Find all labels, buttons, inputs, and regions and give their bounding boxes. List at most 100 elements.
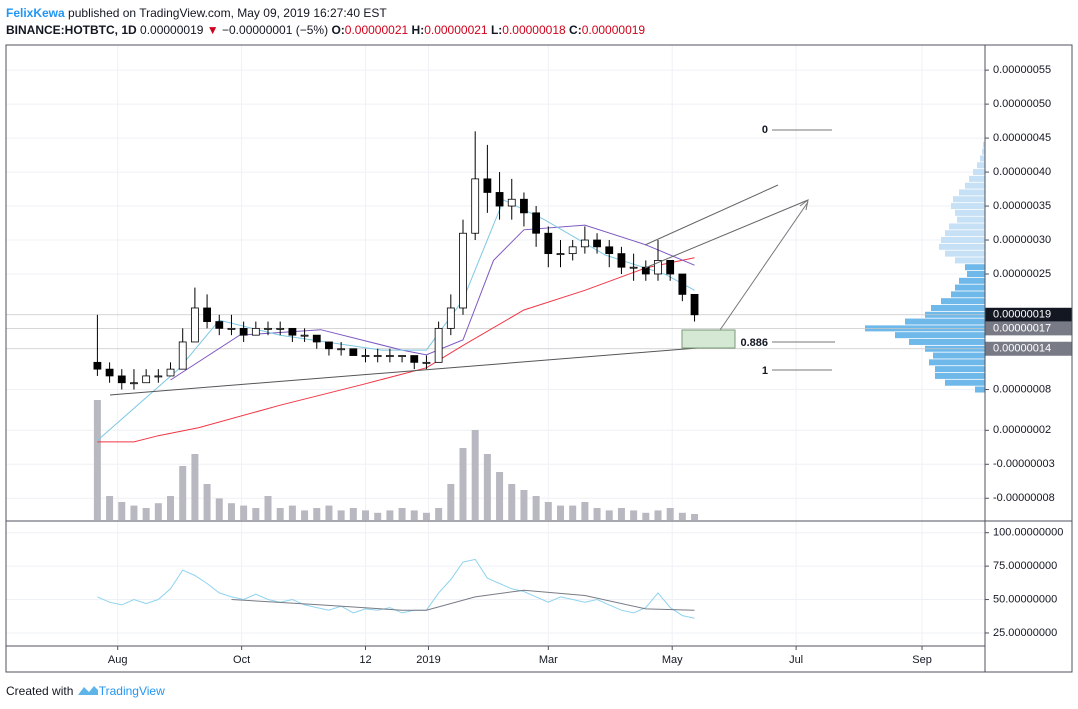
y-tick-label: -0.00000003 <box>993 458 1055 470</box>
o: 0.00000021 <box>344 23 409 37</box>
symbol-line: BINANCE:HOTBTC, 1D 0.00000019 ▼ −0.00000… <box>6 23 645 37</box>
volume-bar <box>496 472 504 520</box>
volume-bar <box>374 512 382 520</box>
brand[interactable]: TradingView <box>98 684 165 698</box>
volume-bar <box>203 484 211 520</box>
volume-bar <box>215 498 223 520</box>
volume-bar <box>617 508 625 520</box>
candle-body <box>130 382 138 385</box>
volume-bar <box>593 508 601 520</box>
c: 0.00000019 <box>581 23 646 37</box>
volume-bar <box>654 510 662 520</box>
candle-body <box>276 327 285 330</box>
volume-bar <box>167 496 175 520</box>
candle-body <box>337 348 346 351</box>
volume-profile-bar <box>955 209 985 216</box>
volume-profile-bar <box>967 271 985 278</box>
volume-profile-bar <box>945 379 985 386</box>
volume-bar <box>508 484 516 520</box>
price-label-box <box>985 341 1072 356</box>
volume-bar <box>386 510 394 520</box>
trend-line <box>109 344 736 396</box>
volume-bar <box>142 508 150 520</box>
volume-bar <box>337 510 345 520</box>
candle-body <box>373 355 382 357</box>
volume-bar <box>605 510 613 520</box>
volume-profile-bar <box>951 203 985 210</box>
candle-body <box>666 260 675 275</box>
change: −0.00000001 (−5%) <box>222 23 329 37</box>
candle-body <box>117 375 126 384</box>
candle-body <box>641 266 650 275</box>
volume-bar <box>349 508 357 520</box>
axis-layer: Aug Oct 12 2019 Mar May Jul Sep 0.00000055 0.0000… <box>108 64 1072 666</box>
candle-body <box>398 355 406 357</box>
last: 0.00000019 <box>140 23 204 37</box>
candle-body <box>178 341 187 370</box>
grid-layer <box>6 45 985 645</box>
chart: 0 0.886 1 Aug Oct 12 2019 Mar May Jul Sep 0.0000… <box>5 44 1073 673</box>
volume-profile-bar <box>977 162 985 169</box>
x-tick-label: Jul <box>789 654 803 666</box>
candle-body <box>361 355 370 357</box>
volume-profile-bar <box>955 284 985 291</box>
candle-body <box>166 368 175 377</box>
rsi-ma-line <box>231 589 695 611</box>
footer: Created with TradingView <box>6 684 165 698</box>
candle-body <box>203 307 211 322</box>
volume-bar <box>666 508 674 520</box>
volume-bar <box>154 503 162 520</box>
volume-profile-bar <box>951 291 985 298</box>
volume-bar <box>520 490 528 520</box>
x-tick-label: 2019 <box>416 654 440 666</box>
volume-bar <box>276 508 284 520</box>
volume-bar <box>532 496 540 520</box>
plot <box>6 131 985 619</box>
candle-body <box>105 368 114 377</box>
fib-label: 0.886 <box>740 337 768 349</box>
volume-bar <box>252 508 260 520</box>
volume-profile-bar <box>905 318 985 325</box>
l-label: L: <box>490 23 503 37</box>
created: Created with <box>6 684 74 698</box>
volume-profile-bar <box>935 366 985 373</box>
y-tick-label: 0.00000008 <box>993 383 1051 395</box>
volume-bar <box>106 496 114 520</box>
volume-bar <box>93 400 101 520</box>
volume-bar <box>544 502 552 520</box>
volume-profile-bar <box>945 250 985 257</box>
candle-body <box>239 327 248 336</box>
candle-body <box>349 348 358 356</box>
arrow-line <box>719 201 809 331</box>
y-tick-label: 0.00000040 <box>993 166 1051 178</box>
candle-body <box>288 327 297 336</box>
h-label: H: <box>411 23 425 37</box>
volume-bar <box>227 503 235 520</box>
volume-profile-bar <box>973 169 985 176</box>
volume-profile-bar <box>933 352 985 359</box>
volume-profile-bar <box>959 277 985 284</box>
volume-profile-bar <box>957 216 985 223</box>
volume-profile-bar <box>965 182 985 189</box>
volume-profile-bar <box>949 223 985 230</box>
candle-body <box>93 361 102 370</box>
volume-bar <box>447 484 455 520</box>
candle-body <box>471 178 480 234</box>
y-tick-label: 0.00000045 <box>993 132 1051 144</box>
volume-bar <box>362 510 370 520</box>
candle-body <box>422 361 431 364</box>
candle-body <box>264 327 272 330</box>
volume-bar <box>630 510 638 520</box>
target-box <box>681 329 736 349</box>
volume-profile-bar <box>953 196 985 203</box>
author[interactable]: FelixKewa <box>6 6 65 20</box>
volume-bar <box>471 430 479 520</box>
volume-bar <box>398 508 406 520</box>
volume-bar <box>288 505 296 520</box>
y-tick-label: 0.00000050 <box>993 98 1051 110</box>
frame <box>5 44 1073 673</box>
volume-bar <box>556 505 564 520</box>
y-tick-label: 0.00000002 <box>993 424 1051 436</box>
volume-bar <box>459 448 467 520</box>
